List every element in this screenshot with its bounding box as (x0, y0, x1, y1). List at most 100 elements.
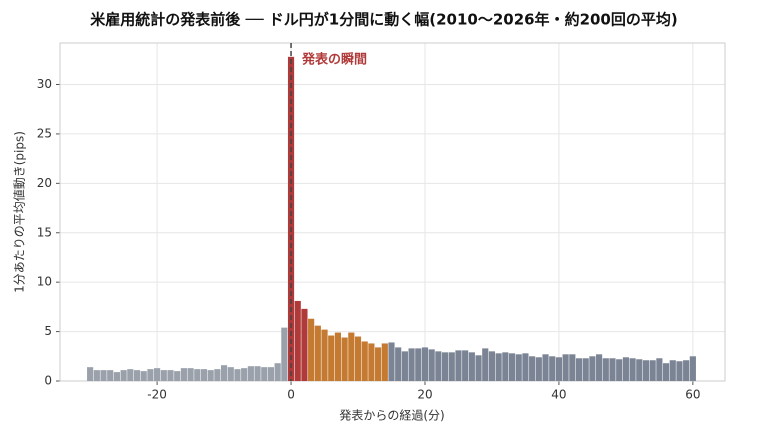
bar (441, 352, 449, 381)
bar (93, 370, 100, 381)
bar (575, 358, 583, 381)
bar (669, 360, 676, 381)
bar (522, 353, 529, 381)
bar (535, 357, 542, 381)
bar (107, 370, 114, 381)
bar (388, 342, 395, 381)
bar (435, 351, 442, 381)
bar (187, 368, 194, 381)
bar (294, 300, 301, 381)
bar (308, 318, 315, 381)
bar (488, 351, 496, 381)
bar (495, 353, 502, 381)
bar (234, 369, 241, 381)
x-tick-label: 40 (551, 388, 566, 402)
bar (448, 352, 455, 381)
bar (683, 360, 690, 381)
bar (542, 354, 549, 381)
x-tick-label: 60 (685, 388, 700, 402)
y-tick-label: 15 (37, 225, 52, 239)
bar (207, 370, 214, 381)
bar (328, 335, 335, 381)
x-tick-label: 20 (417, 388, 432, 402)
y-tick-label: 10 (37, 275, 52, 289)
bar (354, 336, 362, 381)
bar (314, 325, 321, 381)
bar (140, 371, 147, 381)
bar (200, 369, 208, 381)
bar (649, 360, 656, 381)
bar (656, 358, 663, 381)
bar (636, 359, 643, 381)
bar (194, 369, 201, 381)
bar (508, 353, 516, 381)
bar (301, 308, 308, 381)
bar (662, 363, 670, 381)
bar (408, 348, 415, 381)
bar (274, 363, 281, 381)
bar (254, 366, 261, 381)
bar (120, 370, 127, 381)
bar (475, 355, 482, 381)
bar (602, 358, 609, 381)
bar (321, 329, 328, 381)
bar (401, 351, 408, 381)
bar (502, 352, 509, 381)
bar (415, 348, 422, 381)
x-tick-label: -20 (147, 388, 167, 402)
bar (267, 367, 275, 381)
x-tick-label: 0 (287, 388, 295, 402)
y-tick-label: 5 (44, 324, 52, 338)
chart-title: 米雇用統計の発表前後 ── ドル円が1分間に動く幅(2010〜2026年・約20… (90, 11, 677, 29)
bar (381, 343, 388, 381)
bar (642, 360, 650, 381)
bar (160, 370, 167, 381)
bar (227, 367, 234, 381)
bar (287, 56, 295, 382)
bar (174, 371, 181, 381)
y-tick-label: 0 (44, 374, 52, 388)
bar (455, 350, 462, 381)
bar (462, 350, 469, 381)
bar (247, 366, 254, 381)
bar (375, 347, 382, 381)
y-tick-label: 25 (37, 126, 52, 140)
bar (87, 367, 94, 381)
bar (549, 356, 556, 381)
y-axis-label: 1分あたりの平均値動き(pips) (12, 131, 27, 293)
bar (555, 357, 562, 381)
y-tick-label: 20 (37, 176, 52, 190)
bar (281, 327, 288, 381)
bar (100, 370, 107, 381)
bar (589, 356, 596, 381)
bar (167, 370, 174, 381)
bar (334, 332, 342, 381)
x-axis-label: 発表からの経過(分) (339, 409, 444, 423)
bar (241, 368, 248, 381)
bar (180, 368, 187, 381)
bar (629, 358, 636, 381)
bar (689, 356, 696, 381)
bar (569, 354, 576, 381)
bar (596, 354, 603, 381)
bar (428, 349, 435, 381)
bar (529, 356, 536, 381)
bar (147, 369, 154, 381)
annotation: 発表の瞬間 (301, 52, 367, 68)
bar (562, 354, 569, 381)
bar (676, 361, 683, 381)
bar (133, 370, 141, 381)
bar (154, 368, 161, 381)
bar (609, 358, 616, 381)
bar (348, 332, 355, 381)
bar (515, 354, 522, 381)
bar (582, 358, 589, 381)
plot-frame (59, 42, 726, 382)
bar (368, 343, 375, 381)
bar (421, 347, 429, 381)
bar (395, 347, 402, 381)
bar (127, 369, 134, 381)
bar (482, 348, 489, 381)
bar (622, 357, 629, 381)
